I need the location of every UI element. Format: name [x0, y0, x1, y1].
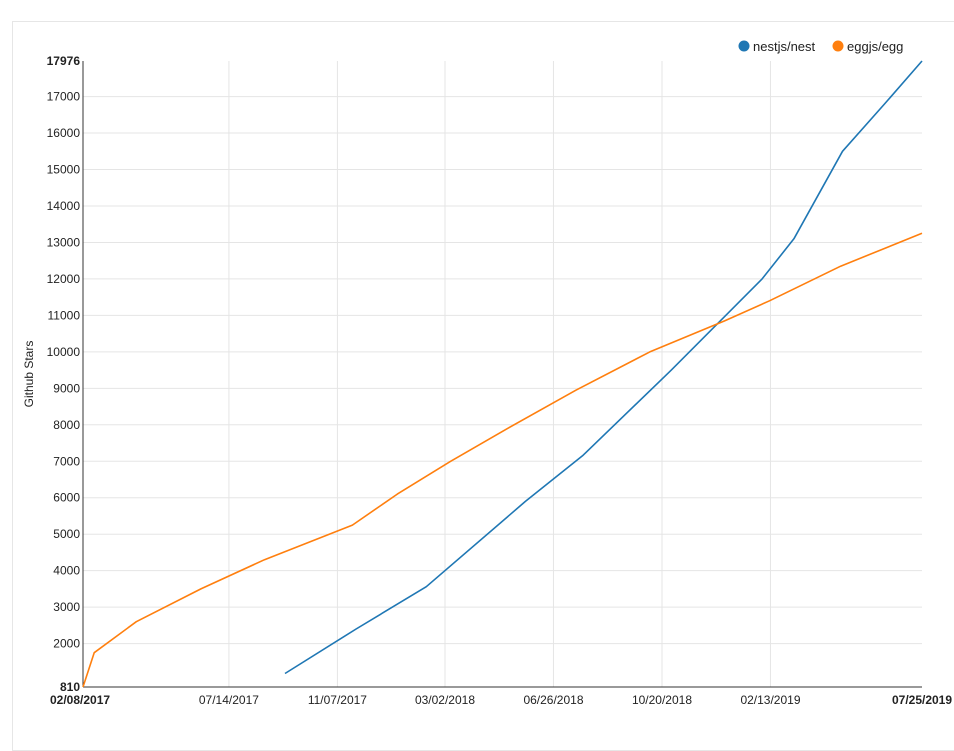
- legend-swatch-nestjs-nest: [738, 40, 750, 52]
- y-tick-label: 10000: [47, 345, 81, 359]
- y-tick-label: 14000: [47, 199, 81, 213]
- y-tick-label: 13000: [47, 235, 81, 249]
- y-tick-label: 17976: [47, 54, 81, 68]
- x-grid-lines: [228, 61, 771, 687]
- axes: [82, 61, 922, 688]
- y-tick-labels: 810 2000 3000 4000 5000 6000 7000 8000 9000 10000…: [47, 54, 81, 694]
- y-tick-label: 7000: [53, 454, 80, 468]
- series-line-nestjs-nest: [284, 60, 923, 675]
- y-tick-label: 2000: [53, 637, 80, 651]
- x-tick-label: 03/02/2018: [415, 693, 475, 707]
- y-tick-label: 15000: [47, 163, 81, 177]
- series-line-eggjs-egg: [82, 232, 923, 688]
- y-tick-label: 3000: [53, 600, 80, 614]
- y-tick-label: 4000: [53, 564, 80, 578]
- x-tick-label: 11/07/2017: [308, 693, 367, 707]
- x-tick-label: 02/13/2019: [740, 693, 800, 707]
- y-tick-label: 8000: [53, 418, 80, 432]
- legend-label-eggjs-egg: eggjs/egg: [847, 39, 903, 54]
- y-tick-label: 5000: [53, 527, 80, 541]
- legend-swatch-eggjs-egg: [832, 40, 844, 52]
- x-tick-label: 10/20/2018: [632, 693, 692, 707]
- chart-card: [12, 21, 954, 751]
- y-tick-label: 16000: [47, 126, 81, 140]
- x-tick-label: 07/14/2017: [199, 693, 259, 707]
- y-tick-label: 12000: [47, 272, 81, 286]
- x-tick-label: 06/26/2018: [523, 693, 583, 707]
- x-tick-labels: 02/08/2017 07/14/2017 11/07/2017 03/02/2018…: [50, 693, 952, 707]
- series-lines: [82, 60, 923, 688]
- y-tick-label: 11000: [48, 308, 81, 322]
- y-tick-label: 17000: [47, 90, 81, 104]
- y-tick-label: 9000: [53, 381, 80, 395]
- x-tick-label: 02/08/2017: [50, 693, 110, 707]
- y-tick-label: 6000: [53, 491, 80, 505]
- y-axis-label: Github Stars: [22, 341, 36, 408]
- legend: nestjs/nest eggjs/egg: [738, 39, 903, 54]
- y-grid-lines: [83, 96, 922, 645]
- x-tick-label: 07/25/2019: [892, 693, 952, 707]
- y-tick-label: 810: [60, 680, 80, 694]
- legend-label-nestjs-nest: nestjs/nest: [753, 39, 816, 54]
